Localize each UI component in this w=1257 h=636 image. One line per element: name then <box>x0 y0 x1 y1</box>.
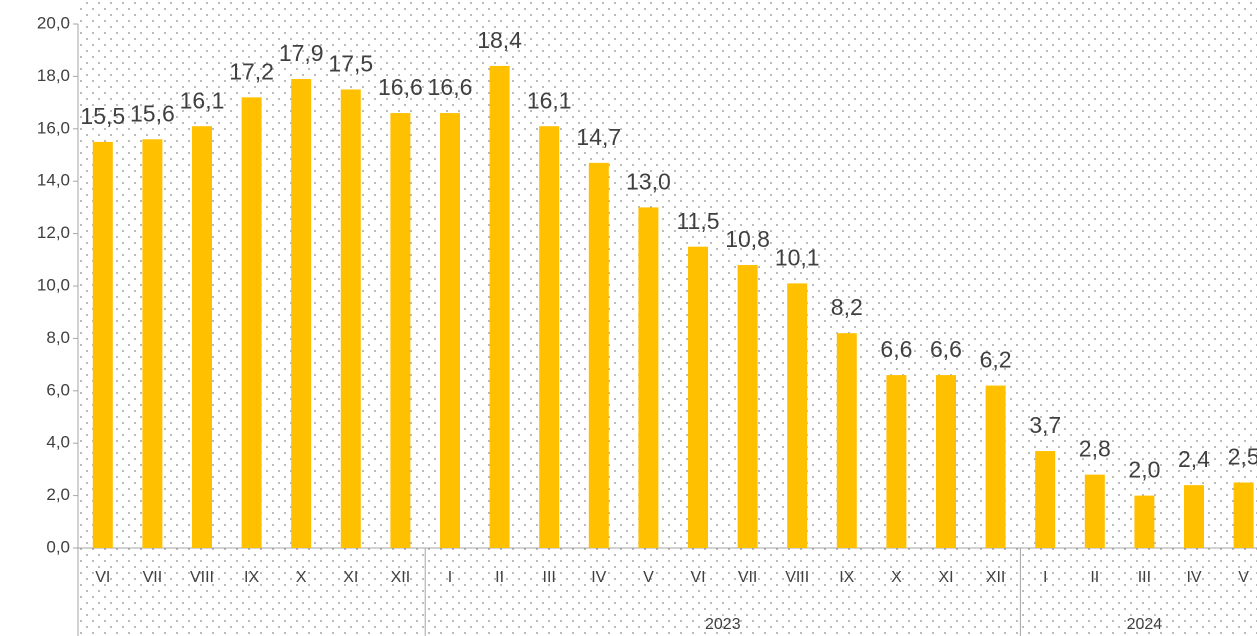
data-label: 13,0 <box>626 168 671 194</box>
y-tick-label: 8,0 <box>46 328 70 347</box>
data-label: 16,1 <box>527 87 572 113</box>
x-tick-label: XI <box>343 569 358 586</box>
data-label: 2,4 <box>1178 446 1210 472</box>
data-label: 16,6 <box>378 74 423 100</box>
x-tick-label: IX <box>244 569 259 586</box>
bar <box>340 89 361 548</box>
bar <box>440 113 460 548</box>
data-label: 17,2 <box>229 58 274 84</box>
x-tick-label: X <box>296 569 307 586</box>
x-tick-label: VI <box>95 569 110 586</box>
data-label: 6,6 <box>930 336 962 362</box>
x-tick-label: IX <box>839 569 854 586</box>
x-tick-label: VI <box>690 569 705 586</box>
bar <box>836 333 857 548</box>
bar <box>886 375 907 548</box>
data-label: 14,7 <box>576 124 621 150</box>
x-tick-label: VII <box>143 569 163 586</box>
x-tick-label: VIII <box>785 569 809 586</box>
x-tick-label: XII <box>986 569 1006 586</box>
y-tick-label: 4,0 <box>46 433 70 452</box>
data-label: 16,6 <box>428 74 473 100</box>
bar <box>241 97 262 549</box>
data-label: 2,0 <box>1128 457 1160 483</box>
bar <box>192 126 212 549</box>
plot-background <box>78 0 1257 636</box>
x-tick-label: III <box>543 569 556 586</box>
x-tick-label: III <box>1138 569 1151 586</box>
data-label: 15,6 <box>130 100 175 126</box>
data-label: 6,2 <box>980 347 1012 373</box>
y-tick-label: 18,0 <box>37 66 70 85</box>
bar <box>291 79 312 549</box>
y-tick-label: 14,0 <box>37 171 70 190</box>
y-tick-label: 16,0 <box>37 118 70 137</box>
bar <box>985 385 1006 548</box>
x-tick-label: IV <box>591 569 606 586</box>
x-tick-label: II <box>1090 569 1099 586</box>
y-tick-label: 12,0 <box>37 223 70 242</box>
data-label: 17,9 <box>279 40 324 66</box>
data-label: 10,8 <box>725 226 770 252</box>
x-tick-label: V <box>1238 569 1249 586</box>
x-tick-label: IV <box>1186 569 1201 586</box>
x-tick-label: VII <box>738 569 758 586</box>
bar <box>1233 482 1254 548</box>
bar <box>737 265 758 548</box>
data-label: 15,5 <box>80 103 125 129</box>
y-tick-label: 0,0 <box>46 537 70 556</box>
data-label: 11,5 <box>676 208 719 234</box>
group-label: 2024 <box>1127 616 1163 633</box>
bar <box>1184 485 1204 548</box>
data-label: 18,4 <box>477 27 522 53</box>
x-tick-label: I <box>448 569 452 586</box>
data-label: 10,1 <box>775 244 820 270</box>
bar <box>787 283 808 548</box>
bar <box>539 126 560 549</box>
y-tick-label: 6,0 <box>46 380 70 399</box>
bar <box>638 207 659 548</box>
x-tick-label: II <box>495 569 504 586</box>
y-tick-label: 2,0 <box>46 485 70 504</box>
bar <box>1084 474 1105 548</box>
bar <box>489 65 510 549</box>
bar <box>588 162 609 549</box>
group-label: 2023 <box>705 616 741 633</box>
x-tick-label: XII <box>391 569 411 586</box>
x-tick-label: X <box>891 569 902 586</box>
data-label: 3,7 <box>1029 412 1061 438</box>
x-tick-label: V <box>643 569 654 586</box>
bar <box>688 246 708 548</box>
y-tick-label: 10,0 <box>37 275 70 294</box>
y-tick-label: 20,0 <box>37 13 70 32</box>
data-label: 17,5 <box>328 51 373 77</box>
data-label: 16,1 <box>180 87 225 113</box>
data-label: 2,8 <box>1079 436 1111 462</box>
x-tick-label: XI <box>938 569 953 586</box>
data-label: 6,6 <box>880 336 912 362</box>
bar <box>1134 495 1155 548</box>
bar <box>936 375 956 548</box>
x-tick-label: I <box>1043 569 1047 586</box>
bar <box>142 139 163 548</box>
data-label: 2,5 <box>1228 444 1257 470</box>
bar <box>390 113 411 548</box>
x-tick-label: VIII <box>190 569 214 586</box>
bar <box>92 141 113 548</box>
data-label: 8,2 <box>831 294 863 320</box>
bar <box>1035 451 1056 548</box>
